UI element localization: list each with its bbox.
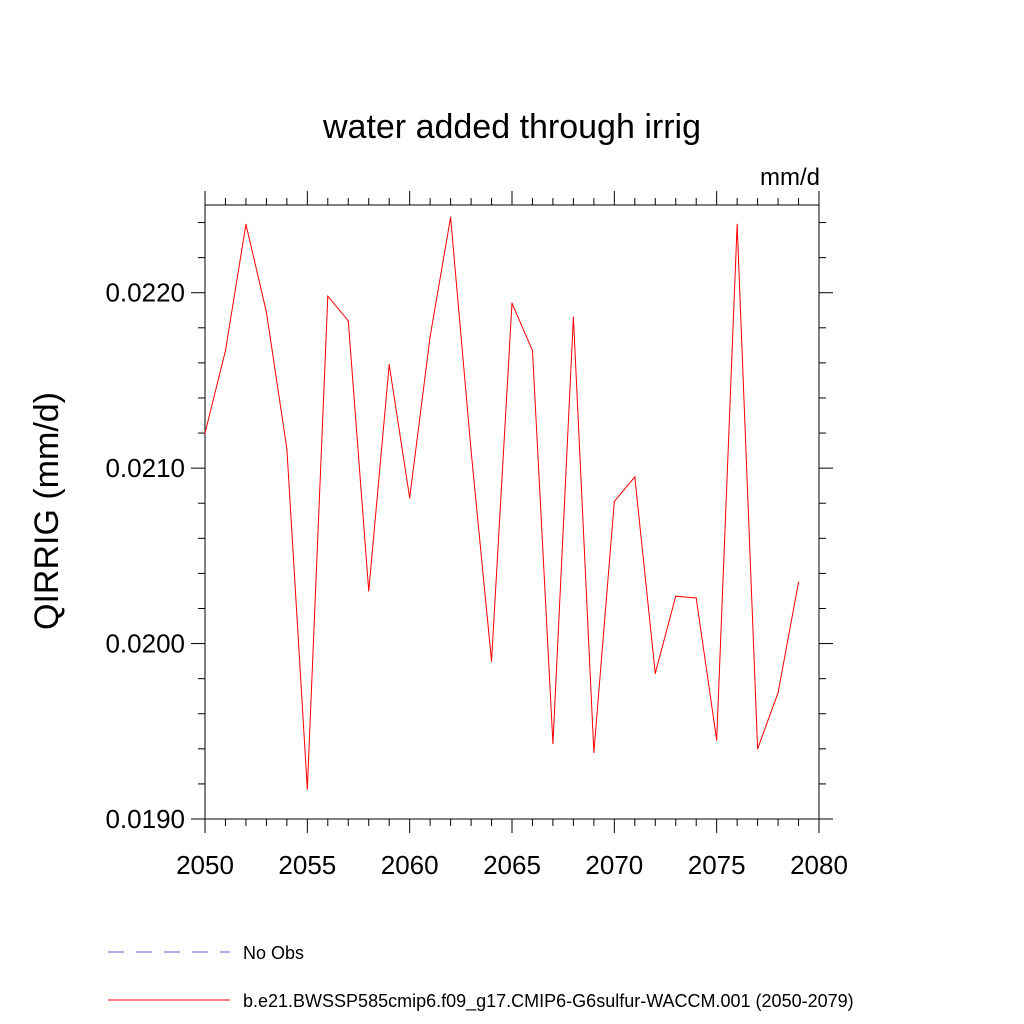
data-point [757,748,759,750]
data-point [531,350,534,352]
data-point [450,216,452,218]
data-point [204,432,206,434]
data-point [654,672,656,674]
data-point [511,302,513,304]
data-point [306,788,308,790]
data-point [572,316,575,318]
data-point [470,450,472,452]
data-point [429,335,431,338]
y-tick-label: 0.0220 [105,278,185,308]
data-point [736,223,738,225]
data-point [368,590,370,592]
x-tick-label: 2080 [790,850,848,880]
data-point [797,581,800,583]
tick-marks [191,191,833,833]
data-point [552,742,554,745]
data-point [245,223,247,225]
x-tick-label: 2055 [278,850,336,880]
data-point [777,692,779,694]
data-point [265,311,267,313]
data-point [347,320,349,322]
data-point [675,595,677,597]
series-lines [204,216,800,790]
data-point [327,295,329,297]
y-tick-label: 0.0190 [105,804,185,834]
x-tick-label: 2050 [176,850,234,880]
data-point [613,500,615,503]
data-point [593,751,595,753]
data-point [490,660,493,662]
series-line-1 [204,217,800,790]
legend-label-0: No Obs [243,943,304,963]
tick-labels: 2050 2055 2060 2065 2070 2075 2080 0.0190 0.0200… [105,278,847,880]
x-tick-label: 2075 [688,850,746,880]
legend-label-1: b.e21.BWSSP585cmip6.f09_g17.CMIP6-G6sulf… [243,991,854,1012]
y-tick-label: 0.0200 [105,629,185,659]
data-point [388,364,390,366]
data-point [286,448,288,450]
data-point [716,739,718,741]
data-point [695,597,697,599]
data-point [634,476,636,478]
chart-title: water added through irrig [322,108,701,146]
y-tick-label: 0.0210 [105,453,185,483]
x-tick-label: 2065 [483,850,541,880]
y-axis-label: QIRRIG (mm/d) [28,392,66,630]
plot-frame [204,204,820,820]
x-tick-label: 2070 [585,850,643,880]
data-point [224,350,227,352]
legend: No Obs b.e21.BWSSP585cmip6.f09_g17.CMIP6-… [108,943,854,1012]
x-tick-label: 2060 [381,850,439,880]
data-point [409,497,411,499]
units-label: mm/d [760,164,820,191]
